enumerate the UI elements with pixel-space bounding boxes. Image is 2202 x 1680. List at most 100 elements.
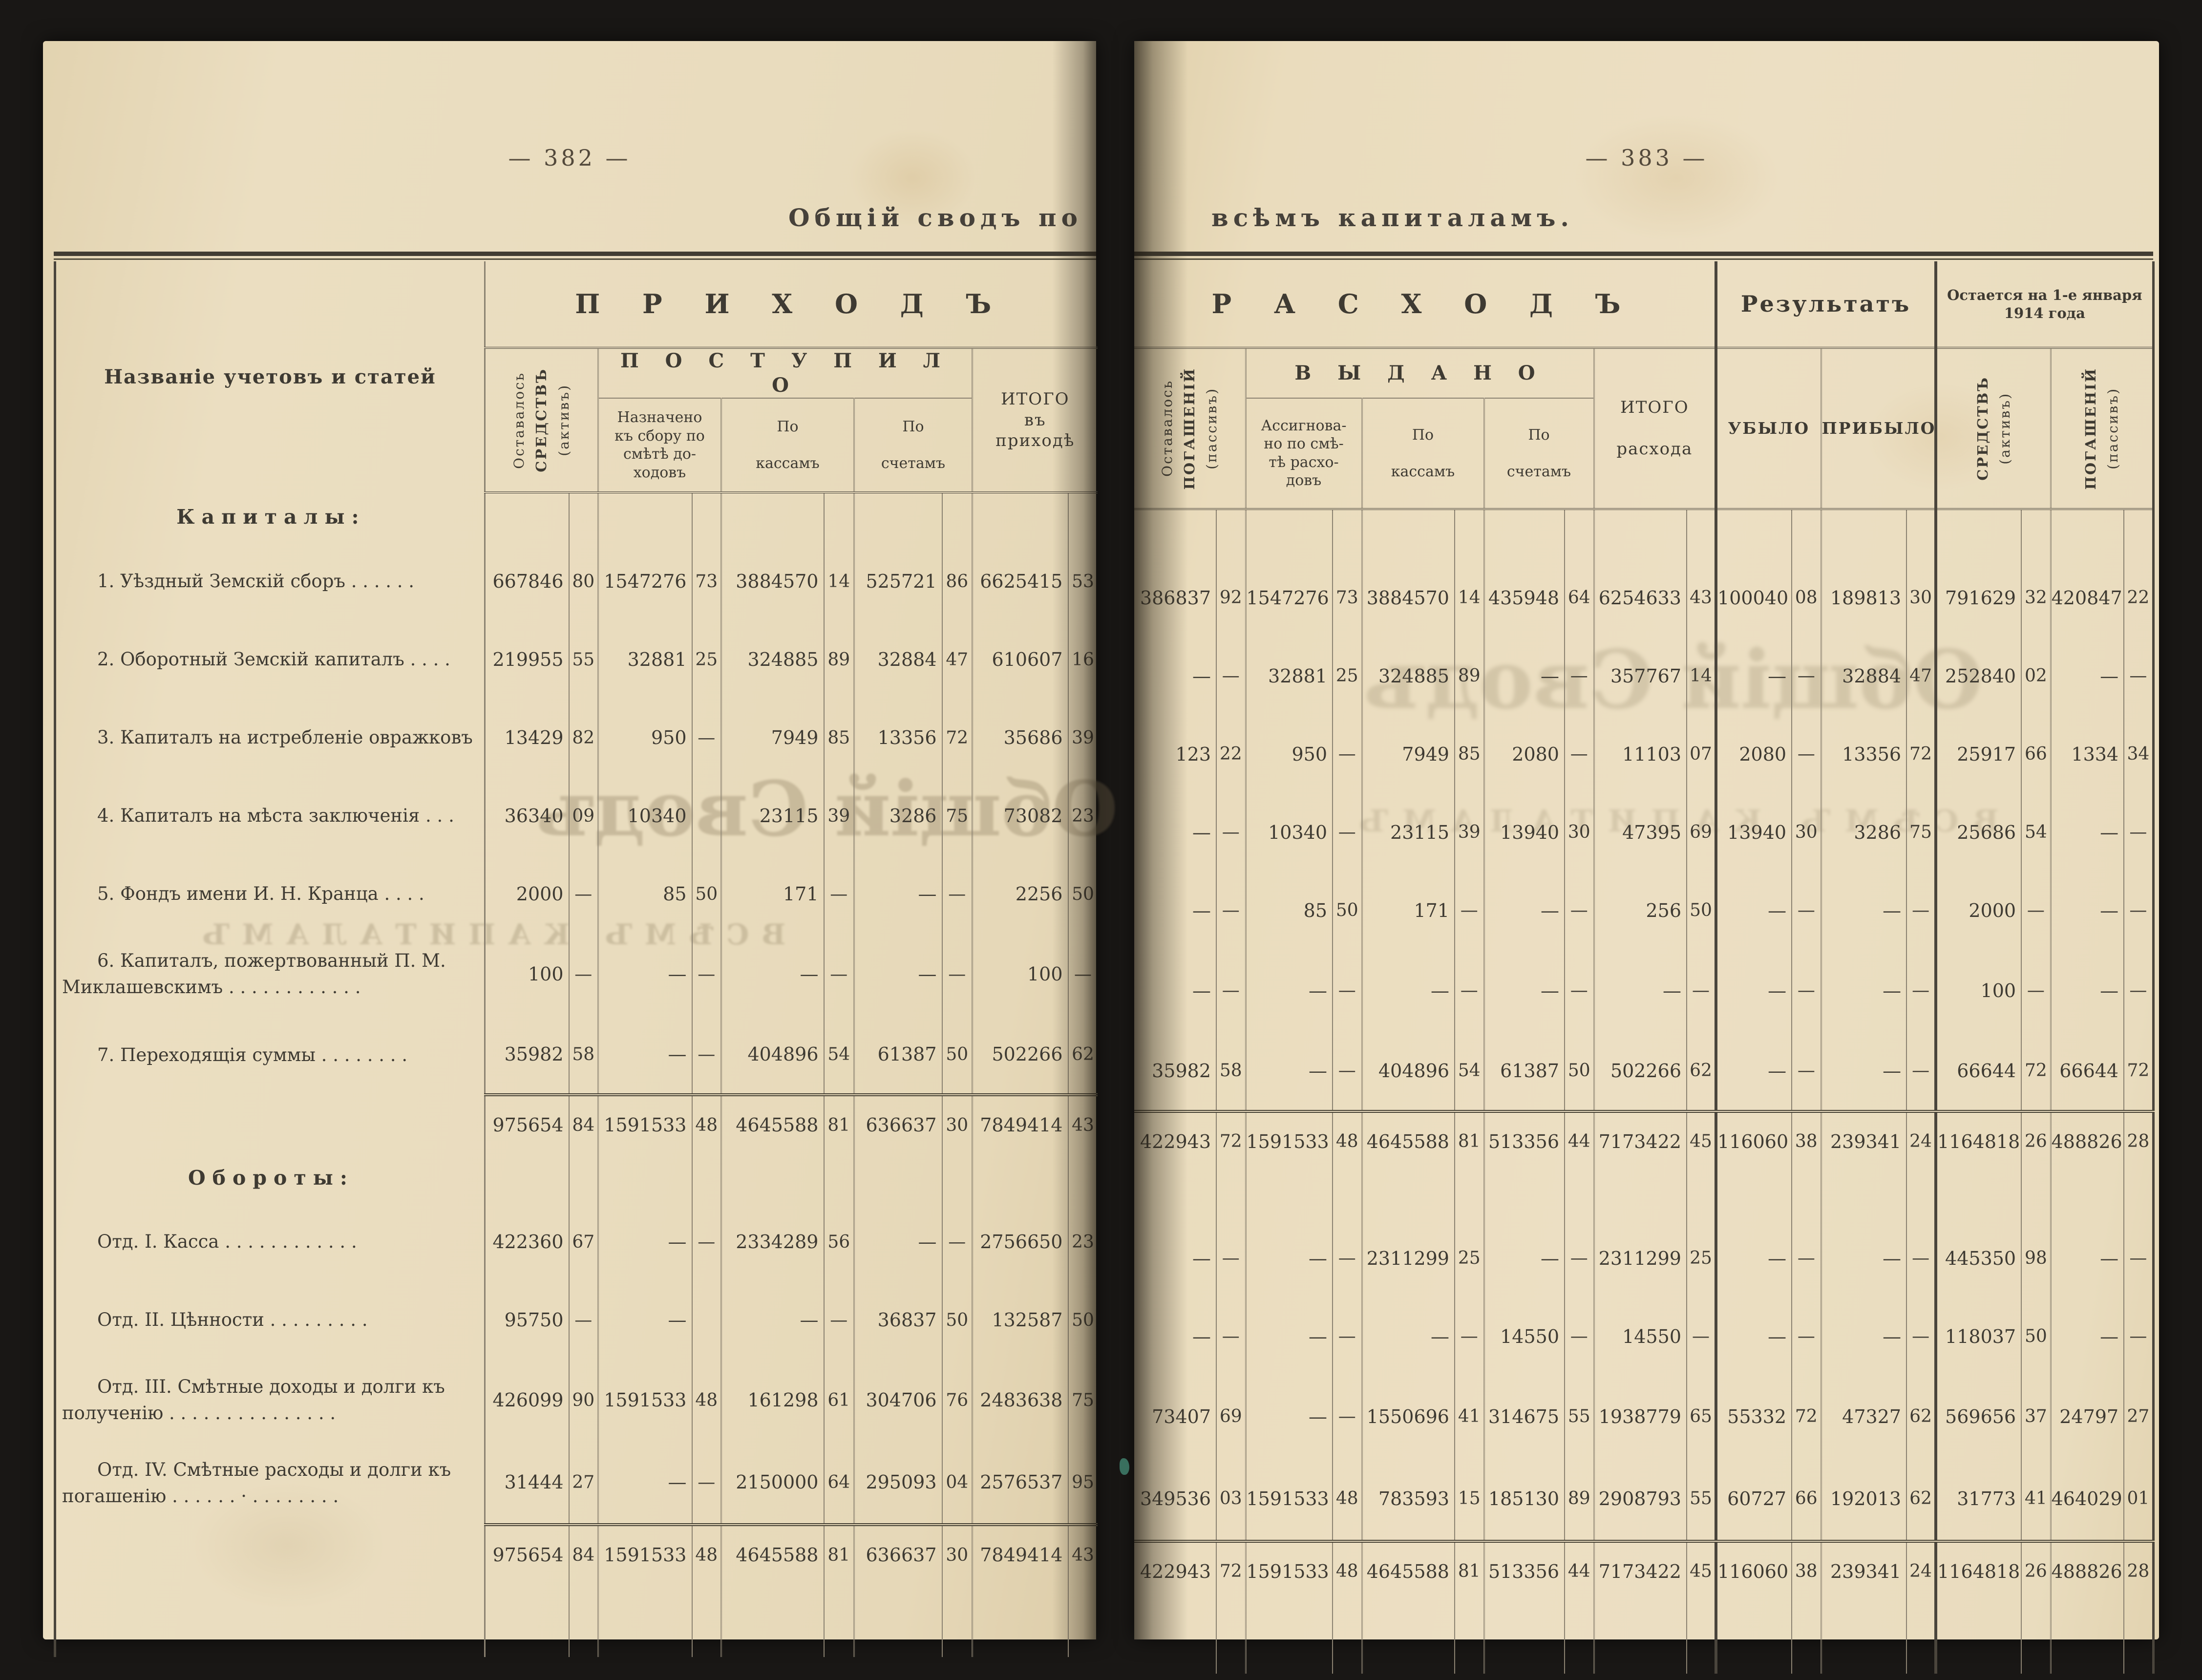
amount-kopecks: 72: [941, 699, 973, 777]
amount-kopecks: 73: [691, 542, 721, 620]
amount-kopecks: 26: [2021, 1539, 2051, 1600]
amount-rubles: —: [1715, 637, 1792, 715]
column-header-remained-assets: Оставалось СРЕДСТВЪ (активъ): [484, 348, 598, 493]
amount-rubles: 2311299: [1593, 1219, 1687, 1297]
amount-rubles: 100: [484, 933, 569, 1015]
table-row-data: 2. Оборотный Земскій капиталъ . . . . 219…: [55, 620, 1098, 699]
table-row-data2: Отд. III. Смѣтные доходы и долги къ полу…: [55, 1359, 1098, 1441]
amount-rubles: 1550696: [1361, 1375, 1455, 1458]
amount-rubles: [853, 1154, 942, 1203]
row-label: 3. Капиталъ на истребленіе овражковъ: [97, 727, 473, 748]
amount-kopecks: 38: [1791, 1109, 1821, 1170]
amount-kopecks: 47: [1906, 637, 1936, 715]
amount-rubles: [597, 1154, 692, 1203]
amount-rubles: [1134, 1170, 1216, 1219]
amount-rubles: —: [853, 1203, 942, 1281]
amount-rubles: —: [1820, 1031, 1907, 1111]
amount-rubles: —: [1245, 1375, 1333, 1458]
amount-kopecks: —: [1332, 949, 1362, 1032]
amount-kopecks: 50: [1564, 1031, 1594, 1111]
amount-kopecks: —: [1791, 715, 1821, 793]
amount-rubles: —: [1715, 949, 1792, 1032]
amount-kopecks: 07: [1686, 715, 1716, 793]
amount-rubles: 73407: [1152, 1405, 1211, 1427]
amount-rubles: 1547276: [1245, 558, 1333, 637]
amount-rubles: 23115: [720, 777, 824, 855]
amount-rubles: 95750: [484, 1281, 569, 1359]
amount-rubles: —: [720, 933, 824, 1015]
amount-kopecks: 41: [2021, 1457, 2051, 1541]
amount-kopecks: [568, 1584, 598, 1657]
amount-rubles: 25686: [1934, 793, 2022, 872]
amount-rubles: 13940: [1483, 793, 1565, 872]
amount-kopecks: [1332, 1600, 1362, 1674]
amount-kopecks: —: [2123, 793, 2154, 872]
amount-rubles: —: [1483, 637, 1565, 715]
amount-rubles: [1715, 509, 1792, 559]
amount-rubles: 502266: [972, 1015, 1068, 1095]
amount-rubles: 85: [1245, 871, 1333, 950]
table-row-data: 1. Уѣздный Земскій сборъ . . . . . . 6678…: [55, 542, 1098, 620]
amount-rubles: 950: [597, 699, 692, 777]
amount-rubles: —: [2050, 871, 2124, 950]
amount-rubles: 35982: [484, 1015, 569, 1095]
amount-rubles: 60727: [1715, 1457, 1792, 1541]
amount-rubles: [1593, 1170, 1687, 1219]
table-row-data: Отд. I. Касса . . . . . . . . . . . . 422…: [55, 1203, 1098, 1281]
amount-rubles: 488826: [2050, 1109, 2124, 1170]
column-header-income-total: ИТОГО въ приходѣ: [971, 348, 1098, 493]
amount-kopecks: 23: [1067, 1203, 1098, 1281]
table-row-section: [1134, 509, 2154, 559]
amount-kopecks: —: [2123, 871, 2154, 950]
amount-kopecks: 48: [691, 1523, 721, 1584]
amount-kopecks: —: [1791, 1297, 1821, 1376]
amount-rubles: 100: [1934, 949, 2022, 1032]
amount-kopecks: 48: [1332, 1109, 1362, 1170]
row-label: 1. Уѣздный Земскій сборъ . . . . . .: [97, 571, 415, 592]
table-row-data2: 73407 69— —1550696 41 314675 55 1938779 65 55332…: [1134, 1375, 2154, 1458]
amount-rubles: [484, 1584, 569, 1657]
amount-rubles: [720, 492, 824, 542]
column-group-income: П Р И Х О Д Ъ: [484, 261, 1098, 349]
paper-stain: [1574, 114, 1779, 241]
amount-rubles: 2334289: [720, 1203, 824, 1281]
expense-table-area: Р А С Х О Д Ъ Результатъ Остается на 1-е…: [1134, 252, 2155, 1674]
amount-kopecks: —: [1332, 715, 1362, 793]
amount-kopecks: 64: [1564, 558, 1594, 637]
amount-kopecks: [568, 492, 598, 542]
amount-kopecks: 45: [1686, 1539, 1716, 1600]
amount-rubles: 100: [972, 933, 1068, 1015]
amount-kopecks: [2021, 1600, 2051, 1674]
amount-rubles: [1934, 1170, 2022, 1219]
amount-kopecks: 75: [1067, 1359, 1098, 1441]
column-header-by-cash: По кассамъ: [1361, 398, 1484, 510]
amount-rubles: 239341: [1820, 1109, 1907, 1170]
amount-rubles: 10340: [597, 777, 692, 855]
amount-rubles: 73082: [972, 777, 1068, 855]
amount-kopecks: 39: [823, 777, 854, 855]
amount-rubles: 502266: [1593, 1031, 1687, 1111]
amount-kopecks: 65: [1686, 1375, 1716, 1458]
amount-kopecks: [1564, 1170, 1594, 1219]
amount-rubles: —: [1820, 871, 1907, 950]
row-label: Отд. IV. Смѣтные расходы и долги къ пога…: [62, 1459, 451, 1507]
amount-rubles: [720, 1584, 824, 1657]
table-row-section: Капиталы:: [55, 492, 1098, 542]
amount-kopecks: 92: [1216, 558, 1246, 637]
table-row-total: 422943 72 1591533 48 4645588 81 513356 44 717342…: [1134, 1539, 2154, 1600]
spine-mark: [1120, 1458, 1129, 1475]
column-header-by-cash: По кассамъ: [720, 398, 854, 493]
amount-kopecks: 54: [823, 1015, 854, 1095]
row-label: Отд. III. Смѣтные доходы и долги къ полу…: [62, 1376, 445, 1424]
column-group-received: П О С Т У П И Л О: [597, 348, 973, 399]
amount-kopecks: 72: [2123, 1031, 2154, 1111]
amount-kopecks: —: [1216, 1297, 1246, 1376]
row-label: 5. Фондъ имени И. Н. Кранца . . . .: [97, 883, 424, 905]
row-label: Отд. I. Касса . . . . . . . . . . . .: [97, 1231, 357, 1253]
amount-kopecks: 84: [568, 1523, 598, 1584]
amount-rubles: 32884: [853, 620, 942, 699]
amount-kopecks: 30: [941, 1523, 973, 1584]
amount-kopecks: —: [1564, 871, 1594, 950]
amount-rubles: [1715, 1170, 1792, 1219]
amount-kopecks: 85: [823, 699, 854, 777]
